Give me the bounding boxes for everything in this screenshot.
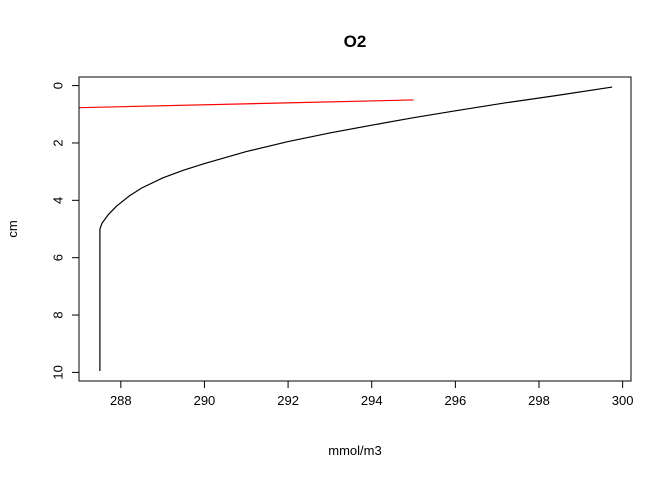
x-axis: 288 290 292 294 296 298 300: [110, 380, 634, 408]
x-tick-label: 294: [361, 393, 383, 408]
x-tick-label: 296: [445, 393, 467, 408]
y-axis: 0 2 4 6 8 10: [51, 82, 80, 380]
y-tick-label: 6: [51, 254, 66, 261]
y-tick-label: 2: [51, 139, 66, 146]
y-tick-label: 0: [51, 82, 66, 89]
plot-frame: [78, 76, 632, 382]
x-tick-label: 292: [277, 393, 299, 408]
y-tick-label: 4: [51, 197, 66, 204]
y-tick-label: 10: [51, 365, 66, 379]
x-tick-label: 290: [194, 393, 216, 408]
series-line-2: [78, 99, 414, 109]
x-tick-label: 298: [528, 393, 550, 408]
series-layer: [78, 86, 613, 371]
y-tick-label: 8: [51, 311, 66, 318]
y-axis-label: cm: [5, 220, 20, 237]
x-tick-label: 300: [612, 393, 634, 408]
x-axis-label: mmol/m3: [328, 443, 381, 458]
chart-title: O2: [344, 32, 367, 51]
x-tick-label: 288: [110, 393, 132, 408]
series-line-1: [99, 86, 613, 371]
